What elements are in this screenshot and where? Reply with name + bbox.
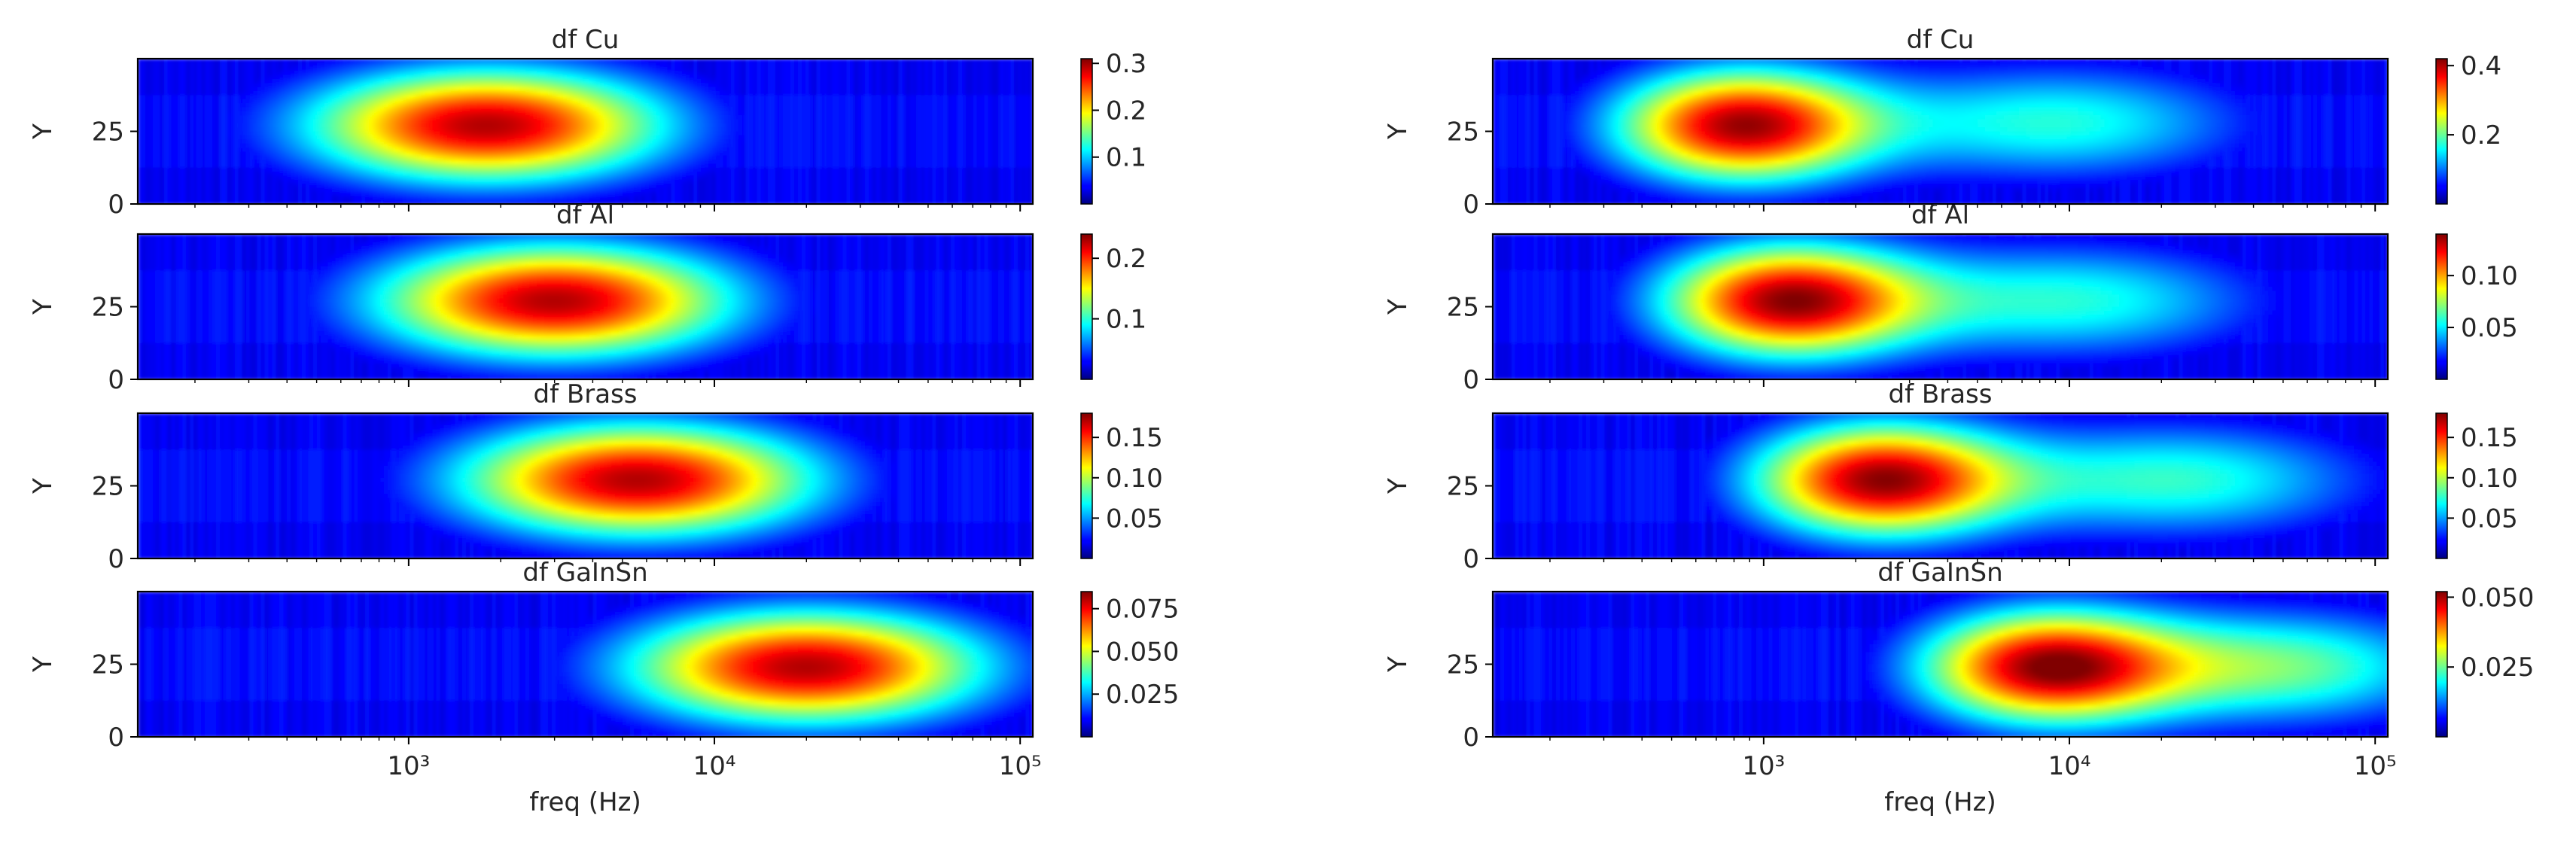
panel-title: df Brass bbox=[534, 379, 638, 409]
heatmap-image bbox=[1493, 413, 2389, 559]
heatmap-panel-left-4: df GaInSn Y 0 25 10³ 10⁴ 10⁵ freq (Hz) 0.025 0.05… bbox=[28, 558, 1179, 817]
panel-title: df Al bbox=[1911, 200, 1969, 230]
colorbar-gradient bbox=[1081, 234, 1092, 379]
colorbar-tick-label: 0.10 bbox=[2461, 261, 2518, 291]
x-tick-label: 10³ bbox=[1742, 751, 1785, 781]
colorbar-gradient bbox=[1081, 592, 1092, 737]
heatmap-panel-right-2: df Al Y 0 25 0.05 0.10 bbox=[1383, 200, 2518, 395]
panel-title: df GaInSn bbox=[522, 558, 647, 588]
y-axis-label: Y bbox=[28, 299, 58, 315]
y-tick-label: 0 bbox=[108, 365, 124, 395]
colorbar-tick-label: 0.05 bbox=[1106, 504, 1163, 534]
colorbar-gradient bbox=[2436, 59, 2447, 204]
y-axis-label: Y bbox=[1383, 123, 1413, 140]
colorbar-tick-label: 0.15 bbox=[2461, 423, 2518, 453]
x-tick-label: 10⁴ bbox=[693, 751, 736, 781]
panel-title: df Al bbox=[556, 200, 614, 230]
heatmap-image bbox=[1493, 234, 2389, 380]
colorbar-tick-label: 0.15 bbox=[1106, 423, 1163, 453]
colorbar-tick-label: 0.2 bbox=[1106, 244, 1146, 274]
y-axis-label: Y bbox=[1383, 299, 1413, 315]
colorbar-tick-label: 0.3 bbox=[1106, 49, 1146, 79]
y-tick-label: 25 bbox=[92, 293, 124, 323]
colorbar: 0.1 0.2 0.3 bbox=[1081, 49, 1146, 204]
y-tick-label: 0 bbox=[1463, 365, 1479, 395]
colorbar: 0.2 0.4 bbox=[2436, 51, 2501, 204]
y-axis-label: Y bbox=[28, 123, 58, 140]
y-tick-label: 25 bbox=[92, 650, 124, 680]
y-tick-label: 25 bbox=[92, 472, 124, 502]
y-tick-label: 25 bbox=[1447, 650, 1479, 680]
y-axis-label: Y bbox=[1383, 656, 1413, 673]
colorbar-tick-label: 0.1 bbox=[1106, 143, 1146, 173]
colorbar-gradient bbox=[2436, 592, 2447, 737]
y-tick-label: 25 bbox=[1447, 472, 1479, 502]
colorbar-tick-label: 0.025 bbox=[1106, 680, 1179, 710]
colorbar-tick-label: 0.2 bbox=[1106, 96, 1146, 126]
colorbar-tick-label: 0.050 bbox=[2461, 583, 2534, 613]
colorbar-gradient bbox=[2436, 413, 2447, 558]
colorbar-tick-label: 0.050 bbox=[1106, 637, 1179, 667]
colorbar: 0.05 0.10 0.15 bbox=[1081, 413, 1163, 558]
colorbar-tick-label: 0.025 bbox=[2461, 653, 2534, 683]
colorbar-tick-label: 0.05 bbox=[2461, 313, 2518, 343]
x-tick-label: 10⁵ bbox=[2354, 751, 2397, 781]
y-tick-label: 0 bbox=[108, 190, 124, 220]
y-tick-label: 25 bbox=[92, 117, 124, 148]
heatmap-image bbox=[138, 234, 1034, 380]
y-tick-label: 0 bbox=[1463, 723, 1479, 753]
y-tick-label: 0 bbox=[1463, 544, 1479, 574]
x-tick-label: 10³ bbox=[387, 751, 430, 781]
heatmap-panel-left-3: df Brass Y 0 25 0.05 0.10 0.15 bbox=[28, 379, 1163, 574]
colorbar: 0.025 0.050 0.075 bbox=[1081, 592, 1179, 737]
heatmap-image bbox=[1493, 59, 2389, 205]
colorbar-tick-label: 0.10 bbox=[1106, 464, 1163, 494]
y-axis-label: Y bbox=[28, 656, 58, 673]
x-tick-label: 10⁵ bbox=[999, 751, 1042, 781]
colorbar: 0.05 0.10 0.15 bbox=[2436, 413, 2518, 558]
panel-title: df GaInSn bbox=[1877, 558, 2002, 588]
y-axis-label: Y bbox=[28, 478, 58, 494]
heatmap-panel-right-4: df GaInSn Y 0 25 10³ 10⁴ 10⁵ freq (Hz) 0.025 0.05… bbox=[1383, 558, 2534, 817]
colorbar-gradient bbox=[1081, 59, 1092, 204]
colorbar: 0.025 0.050 bbox=[2436, 583, 2534, 737]
heatmap-panel-left-2: df Al Y 0 25 0.1 0.2 bbox=[28, 200, 1146, 395]
x-tick-label: 10⁴ bbox=[2048, 751, 2091, 781]
y-tick-label: 0 bbox=[108, 723, 124, 753]
colorbar-tick-label: 0.4 bbox=[2461, 51, 2501, 81]
colorbar: 0.1 0.2 bbox=[1081, 234, 1146, 379]
y-tick-label: 0 bbox=[108, 544, 124, 574]
colorbar: 0.05 0.10 bbox=[2436, 234, 2518, 379]
x-axis-label: freq (Hz) bbox=[1884, 787, 1996, 817]
heatmap-image bbox=[138, 413, 1034, 559]
heatmap-image bbox=[138, 59, 1034, 205]
y-axis-label: Y bbox=[1383, 478, 1413, 494]
panel-title: df Cu bbox=[552, 25, 620, 55]
panel-title: df Cu bbox=[1907, 25, 1975, 55]
y-tick-label: 25 bbox=[1447, 117, 1479, 148]
heatmap-image bbox=[1493, 592, 2389, 738]
colorbar-tick-label: 0.2 bbox=[2461, 120, 2501, 151]
colorbar-tick-label: 0.10 bbox=[2461, 464, 2518, 494]
x-axis-label: freq (Hz) bbox=[529, 787, 641, 817]
heatmap-panel-left-1: df Cu Y 0 25 0.1 0.2 0.3 bbox=[28, 25, 1146, 220]
colorbar-tick-label: 0.1 bbox=[1106, 305, 1146, 335]
colorbar-tick-label: 0.05 bbox=[2461, 504, 2518, 534]
colorbar-gradient bbox=[2436, 234, 2447, 379]
y-tick-label: 0 bbox=[1463, 190, 1479, 220]
colorbar-gradient bbox=[1081, 413, 1092, 558]
heatmap-panel-right-1: df Cu Y 0 25 0.2 0.4 bbox=[1383, 25, 2501, 220]
colorbar-tick-label: 0.075 bbox=[1106, 595, 1179, 625]
heatmap-image bbox=[138, 592, 1034, 738]
heatmap-panel-right-3: df Brass Y 0 25 0.05 0.10 0.15 bbox=[1383, 379, 2518, 574]
panel-title: df Brass bbox=[1889, 379, 1993, 409]
y-tick-label: 25 bbox=[1447, 293, 1479, 323]
